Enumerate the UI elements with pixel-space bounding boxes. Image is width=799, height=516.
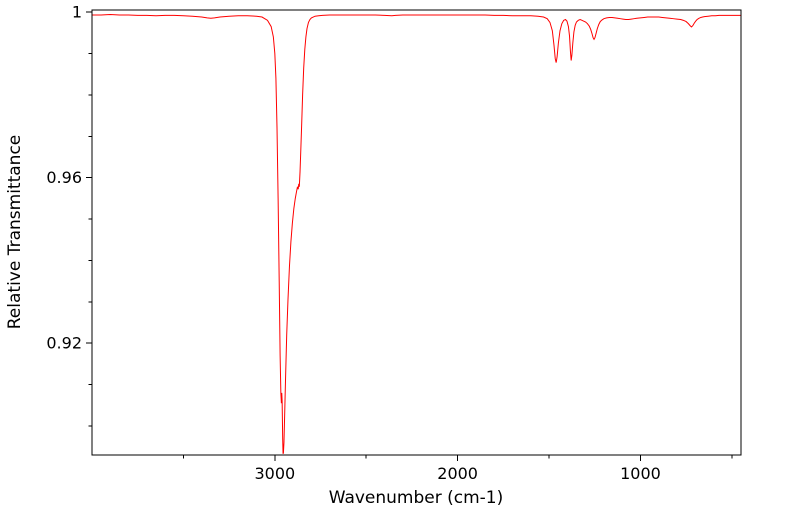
axis-minor-ticks xyxy=(88,52,733,459)
x-axis-tick-label: 2000 xyxy=(437,464,478,483)
x-axis-title: Wavenumber (cm-1) xyxy=(329,488,504,508)
x-axis-tick-label: 3000 xyxy=(254,464,295,483)
y-axis-tick-label: 0.96 xyxy=(46,168,82,187)
axis-tick-labels: 3000 2000 1000 1 0.96 0.92 xyxy=(46,3,660,483)
axis-major-ticks xyxy=(86,11,641,461)
y-axis-tick-label: 1 xyxy=(72,3,82,22)
y-axis-tick-label: 0.92 xyxy=(46,334,82,353)
spectrum-line xyxy=(92,14,741,454)
y-axis-title: Relative Transmittance xyxy=(5,135,25,330)
x-axis-tick-label: 1000 xyxy=(620,464,661,483)
plot-border xyxy=(91,9,742,456)
plot-area xyxy=(92,10,741,455)
